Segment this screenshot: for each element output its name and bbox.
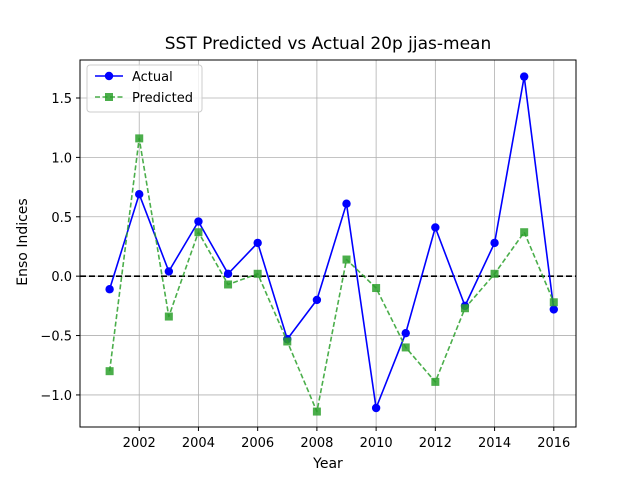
data-point-actual xyxy=(519,72,529,81)
y-axis-title: Enso Indices xyxy=(15,198,31,285)
x-tick-label: 2010 xyxy=(360,436,393,451)
plot-area-frame xyxy=(79,59,577,428)
series-layer xyxy=(105,72,558,416)
legend-entry-predicted: Predicted xyxy=(95,91,193,106)
data-point-predicted xyxy=(135,134,144,143)
data-point-predicted xyxy=(401,343,410,352)
data-point-predicted xyxy=(342,255,351,264)
series-line-predicted xyxy=(108,137,555,413)
x-axis-title: Year xyxy=(312,456,343,472)
data-point-predicted xyxy=(283,337,292,346)
data-point-actual xyxy=(253,238,262,248)
y-tick-label: −0.5 xyxy=(40,330,72,345)
data-point-actual xyxy=(164,267,174,276)
chart-title: SST Predicted vs Actual 20p jjas-mean xyxy=(165,34,491,54)
x-tick-label: 2006 xyxy=(241,436,274,451)
data-point-actual xyxy=(342,199,351,208)
axis-ticks: 2002 2004 2006 2008 2010 2012 2014 2016 −1.0 −0.5… xyxy=(40,92,570,451)
legend-label-actual: Actual xyxy=(132,70,173,85)
y-tick-label: 1.0 xyxy=(51,151,72,166)
legend-marker-predicted xyxy=(105,93,113,101)
x-tick-label: 2014 xyxy=(478,436,511,451)
data-point-actual xyxy=(312,295,322,305)
y-tick-label: 1.5 xyxy=(51,92,72,107)
data-point-actual xyxy=(194,217,203,226)
data-point-actual xyxy=(105,285,114,294)
legend-entry-actual: Actual xyxy=(95,70,173,85)
y-tick-label: −1.0 xyxy=(40,389,72,404)
series-line-actual xyxy=(108,75,555,409)
x-tick-label: 2008 xyxy=(300,436,333,451)
x-tick-label: 2012 xyxy=(419,436,452,451)
legend: Actual Predicted xyxy=(86,64,203,113)
data-point-actual xyxy=(401,328,410,338)
data-point-predicted xyxy=(372,284,381,293)
legend-label-predicted: Predicted xyxy=(132,91,193,106)
data-point-predicted xyxy=(460,304,469,313)
x-tick-label: 2004 xyxy=(182,436,215,451)
x-tick-label: 2002 xyxy=(123,436,156,451)
data-point-predicted xyxy=(194,228,203,237)
data-point-actual xyxy=(223,269,233,278)
data-point-actual xyxy=(135,190,144,199)
x-tick-label: 2016 xyxy=(537,436,570,451)
data-point-predicted xyxy=(431,377,440,386)
data-point-predicted xyxy=(312,407,321,416)
data-point-actual xyxy=(431,223,440,232)
data-point-actual xyxy=(490,238,499,248)
data-point-predicted xyxy=(164,312,173,321)
data-point-actual xyxy=(371,403,381,413)
data-point-actual xyxy=(549,305,558,314)
y-tick-label: 0.0 xyxy=(51,270,72,285)
data-point-predicted xyxy=(224,280,233,289)
legend-marker-actual xyxy=(104,71,114,81)
y-tick-label: 0.5 xyxy=(51,211,72,226)
data-point-predicted xyxy=(253,269,262,278)
data-point-predicted xyxy=(105,367,114,376)
data-point-predicted xyxy=(520,228,529,237)
data-point-predicted xyxy=(549,298,558,307)
data-point-predicted xyxy=(490,269,499,278)
